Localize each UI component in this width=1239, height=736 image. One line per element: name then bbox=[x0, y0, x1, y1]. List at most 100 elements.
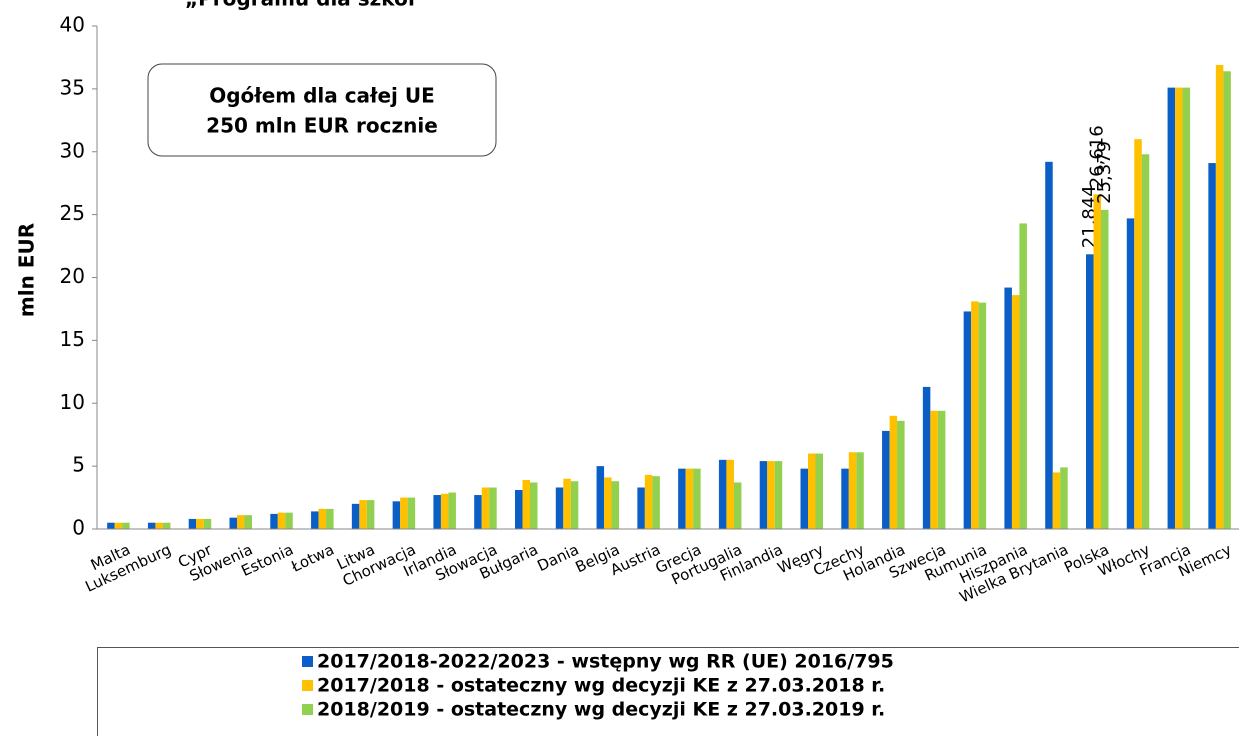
legend-marker bbox=[302, 704, 313, 715]
bar bbox=[726, 459, 734, 529]
data-label: 26,616 bbox=[1086, 125, 1107, 188]
bar bbox=[147, 522, 156, 529]
bar bbox=[188, 518, 197, 529]
bar bbox=[611, 481, 620, 529]
bar bbox=[718, 459, 727, 529]
bar bbox=[351, 503, 360, 529]
bar bbox=[1045, 161, 1053, 529]
bar bbox=[889, 415, 898, 529]
x-tick-label: Łotwa bbox=[288, 540, 337, 576]
bar bbox=[604, 477, 612, 529]
bar bbox=[515, 490, 523, 529]
bar bbox=[1004, 287, 1012, 529]
bar bbox=[897, 420, 905, 529]
bar bbox=[563, 478, 571, 529]
y-tick-label: 0 bbox=[72, 516, 85, 540]
bar bbox=[229, 517, 237, 529]
bar bbox=[596, 466, 605, 529]
bar bbox=[555, 487, 564, 529]
bar bbox=[311, 511, 319, 529]
bar bbox=[1208, 163, 1216, 529]
annotation-box bbox=[147, 63, 497, 157]
bar bbox=[244, 515, 252, 529]
bar bbox=[1215, 64, 1224, 530]
bar bbox=[978, 302, 987, 529]
bar bbox=[767, 461, 775, 529]
x-tick-label: Dania bbox=[534, 540, 581, 575]
bar bbox=[922, 386, 931, 529]
bar bbox=[652, 476, 660, 529]
bar bbox=[848, 452, 857, 529]
bar bbox=[392, 501, 401, 529]
bar bbox=[856, 452, 864, 529]
bar bbox=[122, 522, 130, 529]
annotation: Ogółem dla całej UE bbox=[209, 84, 435, 108]
bar bbox=[433, 495, 441, 529]
bar bbox=[1086, 254, 1094, 529]
y-tick-label: 10 bbox=[60, 390, 85, 414]
bar bbox=[1052, 472, 1061, 529]
y-tick-label: 30 bbox=[60, 138, 85, 162]
bar bbox=[733, 482, 742, 529]
legend-label: 2018/2019 - ostateczny wg decyzji KE z 2… bbox=[317, 699, 885, 721]
bar bbox=[1175, 87, 1183, 530]
annotation: 250 mln EUR rocznie bbox=[206, 114, 438, 138]
bar bbox=[841, 468, 849, 529]
bar bbox=[644, 474, 653, 529]
bar bbox=[963, 311, 972, 529]
bar bbox=[270, 513, 278, 529]
legend-marker bbox=[302, 680, 313, 691]
legend-box bbox=[97, 647, 1239, 736]
bar bbox=[407, 497, 416, 529]
bar bbox=[1182, 87, 1191, 530]
y-tick-label: 20 bbox=[60, 264, 85, 288]
bar bbox=[774, 461, 783, 529]
y-tick-label: 25 bbox=[60, 201, 85, 225]
bar bbox=[448, 492, 456, 529]
bar bbox=[114, 522, 123, 529]
bar bbox=[366, 500, 375, 529]
bar bbox=[1019, 223, 1027, 530]
bar bbox=[1134, 139, 1142, 530]
bar bbox=[570, 481, 579, 529]
bar bbox=[815, 453, 823, 529]
y-tick-label: 5 bbox=[72, 453, 85, 477]
bar bbox=[285, 512, 293, 529]
bar bbox=[1011, 295, 1020, 529]
bar bbox=[937, 410, 946, 529]
bar bbox=[522, 479, 530, 529]
bar bbox=[1126, 218, 1135, 529]
legend-label: 2017/2018 - ostateczny wg decyzji KE z 2… bbox=[317, 675, 885, 697]
bar bbox=[203, 518, 212, 529]
bar bbox=[474, 495, 482, 529]
bar bbox=[530, 482, 538, 529]
bar bbox=[359, 500, 367, 529]
legend-marker bbox=[302, 656, 313, 667]
bar bbox=[162, 522, 171, 529]
bar bbox=[808, 453, 816, 529]
bar bbox=[107, 522, 115, 529]
bar bbox=[277, 512, 286, 529]
bar bbox=[1060, 467, 1068, 529]
legend-label: 2017/2018-2022/2023 - wstępny wg RR (UE)… bbox=[317, 651, 894, 673]
bar bbox=[326, 508, 334, 529]
y-tick-label: 35 bbox=[60, 75, 85, 99]
bar bbox=[489, 487, 497, 529]
bar bbox=[400, 497, 408, 529]
bar bbox=[440, 493, 449, 529]
bar bbox=[637, 487, 645, 529]
bar bbox=[481, 487, 490, 529]
bar bbox=[1167, 87, 1176, 530]
bar bbox=[1223, 71, 1231, 530]
bar bbox=[237, 515, 245, 529]
bar bbox=[759, 461, 768, 529]
bar bbox=[882, 430, 890, 529]
bar bbox=[685, 468, 694, 529]
bar bbox=[678, 468, 686, 529]
bar bbox=[196, 518, 204, 529]
bar bbox=[930, 410, 938, 529]
bar bbox=[1093, 194, 1101, 529]
y-tick-label: 15 bbox=[60, 327, 85, 351]
y-axis-label: mln EUR bbox=[15, 223, 39, 317]
